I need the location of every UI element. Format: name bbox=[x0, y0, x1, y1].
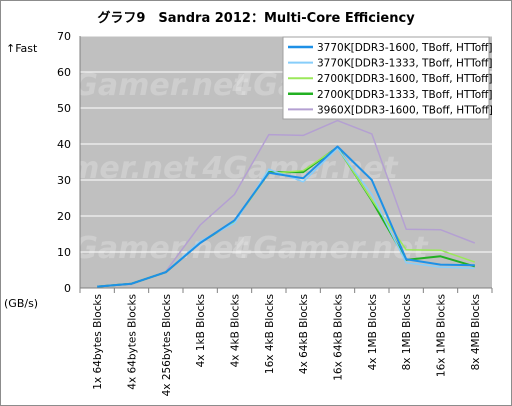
legend-entry-label: 3770K[DDR3-1600, TBoff, HTToff] bbox=[317, 42, 493, 54]
y-tick-label: 70 bbox=[57, 30, 71, 43]
x-category-label: 4x 64bytes Blocks bbox=[127, 294, 139, 390]
series-layer bbox=[97, 119, 476, 288]
x-category-label: 1x 64bytes Blocks bbox=[92, 294, 104, 390]
watermark-text: 4Gamer.net bbox=[51, 231, 249, 266]
axis-layer: 0 10 20 30 40 50 60 70 1x 64bytes Blocks 4x 64byt… bbox=[57, 30, 493, 396]
series-line bbox=[97, 145, 475, 288]
legend-entry-label: 3960X[DDR3-1600, TBoff, HTToff] bbox=[317, 104, 493, 116]
y-tick-label: 60 bbox=[57, 66, 71, 79]
x-category-label: 4x 64kB Blocks bbox=[298, 294, 310, 374]
y-tick-label: 0 bbox=[64, 282, 71, 295]
y-axis-fast-label: ↑Fast bbox=[6, 42, 38, 55]
legend-entry-label: 2700K[DDR3-1600, TBoff, HTToff] bbox=[317, 73, 493, 85]
x-category-label: 4x 4kB Blocks bbox=[230, 294, 242, 367]
y-tick-label: 20 bbox=[57, 210, 71, 223]
legend: 3770K[DDR3-1600, TBoff, HTToff] 3770K[DDR… bbox=[282, 36, 493, 120]
x-category-label: 8x 1MB Blocks bbox=[401, 294, 413, 370]
x-category-label: 4x 1kB Blocks bbox=[195, 294, 207, 367]
y-tick-label: 30 bbox=[57, 174, 71, 187]
y-tick-label: 50 bbox=[57, 102, 71, 115]
legend-entry-label: 3770K[DDR3-1333, TBoff, HTToff] bbox=[317, 58, 493, 70]
y-tick-label: 10 bbox=[57, 246, 71, 259]
x-category-label: 4x 1MB Blocks bbox=[367, 294, 379, 370]
x-category-label: 4x 256bytes Blocks bbox=[161, 294, 173, 396]
legend-box bbox=[282, 36, 490, 120]
x-category-label: 16x 64kB Blocks bbox=[333, 294, 345, 381]
x-category-label: 16x 4kB Blocks bbox=[264, 294, 276, 374]
y-tick-label: 40 bbox=[57, 138, 71, 151]
chart-title: グラフ9 Sandra 2012：Multi-Core Efficiency bbox=[97, 10, 415, 26]
x-category-label: 8x 4MB Blocks bbox=[470, 294, 482, 370]
y-axis-unit-label: (GB/s) bbox=[4, 297, 38, 310]
watermark-text: 4Gamer.net bbox=[1, 151, 199, 186]
legend-entry-label: 2700K[DDR3-1333, TBoff, HTToff] bbox=[317, 89, 493, 101]
x-category-label: 16x 1MB Blocks bbox=[436, 294, 448, 377]
watermark-text: 4Gamer.net bbox=[51, 68, 249, 103]
